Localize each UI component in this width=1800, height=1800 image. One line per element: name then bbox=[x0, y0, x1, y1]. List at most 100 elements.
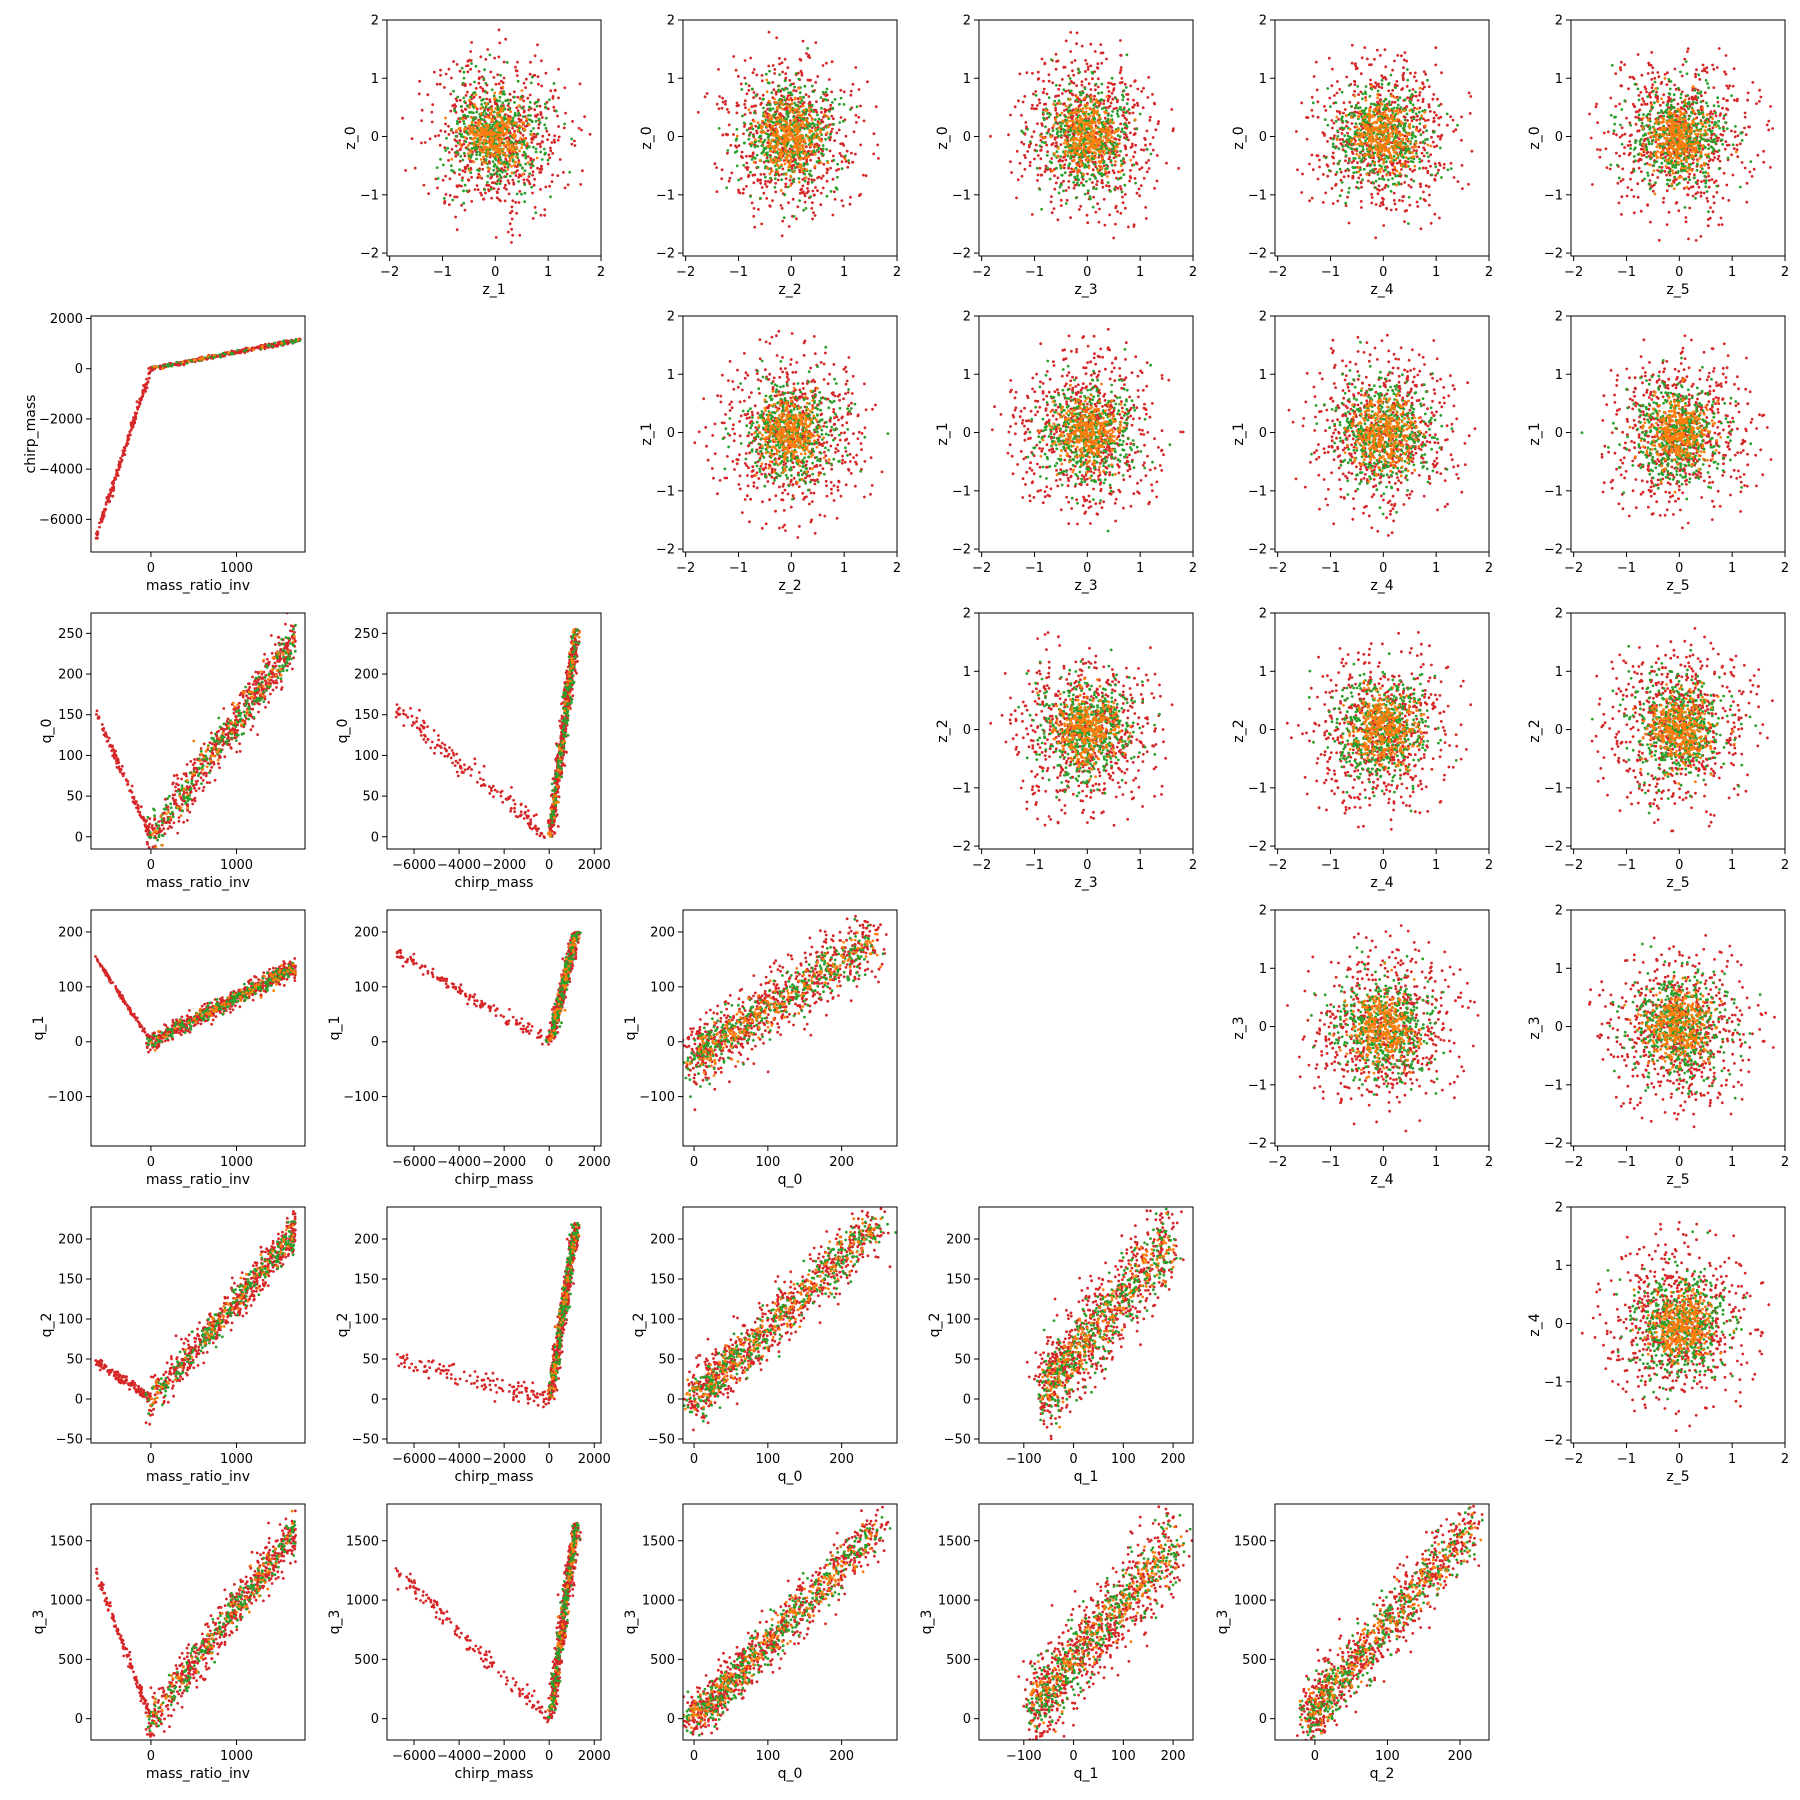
data-point bbox=[1359, 90, 1363, 94]
data-point bbox=[462, 70, 466, 74]
data-point bbox=[1412, 125, 1415, 129]
data-point bbox=[490, 131, 494, 135]
data-point bbox=[806, 47, 809, 50]
data-point bbox=[469, 150, 473, 154]
data-point bbox=[801, 184, 805, 188]
data-point bbox=[792, 215, 796, 218]
data-point bbox=[499, 175, 503, 179]
data-point bbox=[1082, 139, 1085, 143]
data-point bbox=[756, 144, 760, 148]
data-point bbox=[490, 109, 494, 112]
data-point bbox=[1359, 173, 1363, 177]
data-point bbox=[1078, 165, 1082, 168]
data-point bbox=[1062, 179, 1065, 183]
data-point bbox=[810, 118, 814, 122]
data-point bbox=[779, 113, 783, 117]
data-point bbox=[1398, 199, 1401, 202]
data-point bbox=[739, 82, 743, 86]
data-point bbox=[1342, 101, 1346, 105]
data-point bbox=[1098, 207, 1101, 211]
data-point bbox=[1042, 91, 1045, 95]
data-point bbox=[1324, 109, 1328, 112]
data-point bbox=[523, 200, 527, 204]
data-point bbox=[812, 132, 816, 136]
data-point bbox=[1418, 93, 1421, 97]
data-point bbox=[516, 60, 519, 64]
data-point bbox=[781, 219, 785, 223]
data-point bbox=[1127, 108, 1131, 111]
data-point bbox=[449, 164, 453, 168]
data-point bbox=[758, 97, 762, 100]
data-point bbox=[790, 167, 794, 170]
data-point bbox=[1114, 222, 1117, 226]
data-point bbox=[1096, 62, 1100, 66]
data-point bbox=[460, 184, 463, 188]
data-point bbox=[775, 118, 779, 122]
data-point bbox=[799, 105, 803, 108]
data-point bbox=[514, 155, 518, 159]
data-point bbox=[507, 154, 511, 158]
data-point bbox=[764, 182, 767, 186]
data-point bbox=[1078, 104, 1081, 107]
data-point bbox=[844, 154, 847, 158]
data-point bbox=[1084, 115, 1088, 119]
data-point bbox=[735, 127, 739, 131]
data-point bbox=[789, 131, 793, 135]
data-point bbox=[521, 166, 524, 170]
data-point bbox=[461, 117, 465, 121]
data-point bbox=[795, 150, 799, 154]
data-point bbox=[785, 118, 789, 121]
data-point bbox=[496, 115, 500, 118]
data-point bbox=[531, 191, 534, 195]
data-point bbox=[536, 132, 540, 136]
data-point bbox=[806, 187, 809, 190]
data-point bbox=[480, 106, 483, 110]
data-point bbox=[855, 121, 858, 124]
data-point bbox=[1096, 105, 1099, 109]
data-point bbox=[792, 124, 795, 128]
data-point bbox=[1077, 68, 1080, 71]
data-point bbox=[742, 121, 746, 125]
data-point bbox=[1393, 83, 1397, 86]
data-point bbox=[1418, 91, 1422, 94]
data-point bbox=[789, 121, 792, 125]
data-point bbox=[796, 154, 800, 158]
data-point bbox=[774, 112, 778, 116]
data-point bbox=[1125, 118, 1128, 122]
data-point bbox=[768, 117, 772, 121]
data-point bbox=[1136, 104, 1140, 107]
data-point bbox=[1418, 157, 1421, 161]
data-point bbox=[462, 76, 466, 80]
data-point bbox=[477, 169, 481, 173]
data-point bbox=[1467, 182, 1470, 186]
data-point bbox=[735, 134, 739, 138]
data-point bbox=[1078, 136, 1082, 140]
data-point bbox=[1414, 94, 1418, 98]
data-point bbox=[1376, 100, 1379, 104]
data-point bbox=[792, 170, 796, 174]
data-point bbox=[461, 81, 465, 85]
data-point bbox=[541, 134, 545, 138]
data-point bbox=[481, 167, 485, 171]
data-point bbox=[1109, 101, 1113, 105]
data-point bbox=[1066, 126, 1070, 130]
data-point bbox=[1112, 236, 1116, 240]
data-point bbox=[460, 66, 464, 70]
data-point bbox=[1063, 171, 1067, 175]
data-point bbox=[524, 86, 527, 89]
data-point bbox=[1418, 106, 1422, 110]
data-point bbox=[483, 68, 486, 72]
data-point bbox=[1056, 154, 1060, 158]
data-point bbox=[1094, 82, 1098, 86]
data-point bbox=[550, 180, 554, 184]
data-point bbox=[1112, 107, 1116, 111]
data-point bbox=[1394, 208, 1398, 211]
data-point bbox=[460, 109, 464, 112]
data-point bbox=[1456, 123, 1459, 127]
data-point bbox=[777, 84, 781, 88]
data-point bbox=[534, 150, 538, 154]
data-point bbox=[754, 138, 757, 142]
data-point bbox=[764, 175, 767, 179]
data-point bbox=[1419, 141, 1422, 145]
data-point bbox=[1049, 200, 1053, 204]
